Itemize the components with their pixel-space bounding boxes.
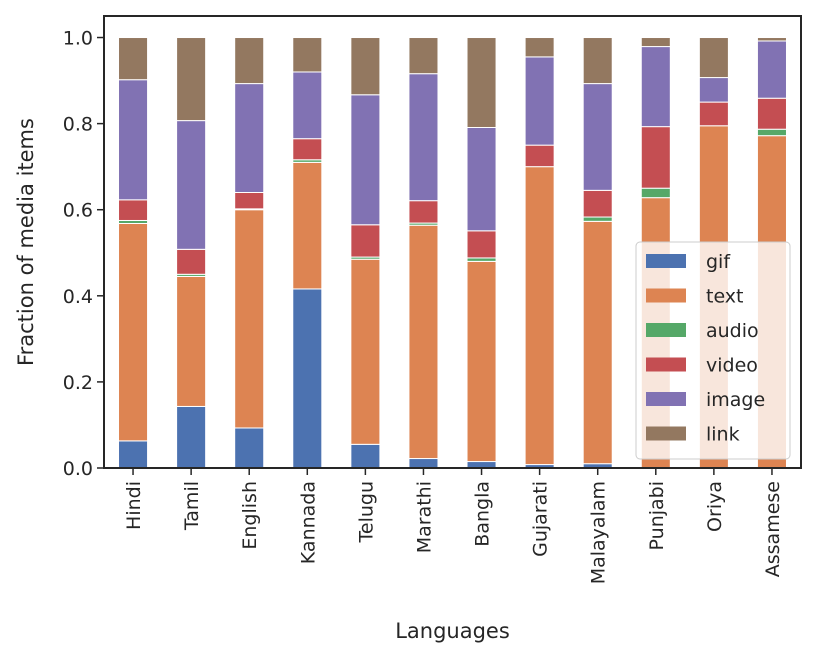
y-axis-title: Fraction of media items [14,118,38,366]
legend-label-video: video [706,355,758,377]
x-tick-label-bangla: Bangla [472,481,494,547]
legend-label-image: image [706,389,765,411]
legend-swatch-video [646,357,686,372]
bar-image-punjabi [640,46,671,128]
bar-video-gujarati [524,144,555,168]
bar-text-gujarati [524,166,555,466]
bar-text-bangla [466,260,497,463]
x-tick-label-oriya: Oriya [704,481,726,532]
bar-text-hindi [118,222,149,442]
bar-image-english [234,83,265,193]
legend-swatch-gif [646,254,686,268]
bar-audio-malayalam [582,216,613,222]
legend-swatch-image [646,392,686,406]
x-tick-label-marathi: Marathi [413,481,435,553]
bar-video-telugu [350,224,381,258]
bar-image-bangla [466,126,497,232]
bar-link-punjabi [640,37,671,48]
bar-text-tamil [176,275,207,407]
bar-gif-hindi [118,440,149,469]
y-tick-label: 0.4 [63,286,93,308]
bar-text-malayalam [582,220,613,465]
bar-video-bangla [466,230,497,259]
x-tick-label-punjabi: Punjabi [646,481,668,550]
bar-text-kannada [292,161,323,290]
x-tick-label-gujarati: Gujarati [530,481,552,557]
x-axis: Hindi Tamil English Kannada Telugu Marathi Ban… [123,468,784,584]
bar-image-gujarati [524,56,555,146]
bar-audio-punjabi [640,187,671,199]
x-tick-label-english: English [239,481,261,550]
bar-video-tamil [176,248,207,275]
bar-gif-kannada [292,288,323,469]
bar-link-telugu [350,37,381,96]
bar-gif-tamil [176,405,207,469]
bar-link-bangla [466,37,497,128]
bar-video-punjabi [640,126,671,189]
bar-link-assamese [756,37,787,42]
bar-gif-english [234,427,265,469]
bar-text-marathi [408,224,439,460]
bar-image-malayalam [582,83,613,191]
bar-video-assamese [756,97,787,130]
bar-video-oriya [698,101,729,127]
bar-image-hindi [118,79,149,201]
legend-label-gif: gif [706,251,731,273]
y-tick-label: 1.0 [63,28,93,50]
bar-video-kannada [292,138,323,161]
legend-label-text: text [706,286,744,308]
legend-swatch-audio [646,323,686,337]
x-tick-label-tamil: Tamil [181,481,203,531]
x-tick-label-hindi: Hindi [123,481,145,530]
bar-audio-assamese [756,128,787,137]
bar-image-marathi [408,73,439,202]
bar-link-malayalam [582,37,613,85]
y-axis: 0.0 0.2 0.4 0.6 0.8 1.0 [63,28,104,480]
plot-frame [103,15,802,469]
bar-video-marathi [408,200,439,224]
y-tick-label: 0.0 [63,458,93,480]
x-tick-label-kannada: Kannada [297,481,319,564]
y-tick-label: 0.2 [63,372,93,394]
bar-image-kannada [292,71,323,140]
bar-image-tamil [176,120,207,250]
bar-link-oriya [698,37,729,79]
bar-text-telugu [350,258,381,445]
x-tick-label-malayalam: Malayalam [588,481,610,584]
x-tick-label-assamese: Assamese [762,481,784,577]
bar-gif-telugu [350,443,381,469]
bar-image-telugu [350,94,381,226]
legend: gif text audio video image link [635,241,791,460]
bar-link-marathi [408,37,439,75]
bar-audio-bangla [466,257,497,262]
bar-gif-marathi [408,458,439,469]
bars-layer [118,37,787,469]
bar-image-oriya [698,77,729,103]
x-axis-title: Languages [395,619,510,643]
bar-link-tamil [176,37,207,122]
bar-link-english [234,37,265,85]
x-tick-label-telugu: Telugu [355,481,377,544]
bar-video-hindi [118,199,149,221]
legend-label-audio: audio [706,320,759,342]
bar-image-assamese [756,40,787,99]
bar-video-english [234,191,265,210]
bar-link-hindi [118,37,149,81]
legend-swatch-text [646,288,686,303]
y-tick-label: 0.8 [63,114,93,136]
y-tick-label: 0.6 [63,200,93,222]
legend-label-link: link [706,424,740,446]
legend-swatch-link [646,426,686,441]
bar-text-english [234,209,265,429]
bar-video-malayalam [582,189,613,218]
bar-link-kannada [292,37,323,73]
bar-link-gujarati [524,37,555,58]
